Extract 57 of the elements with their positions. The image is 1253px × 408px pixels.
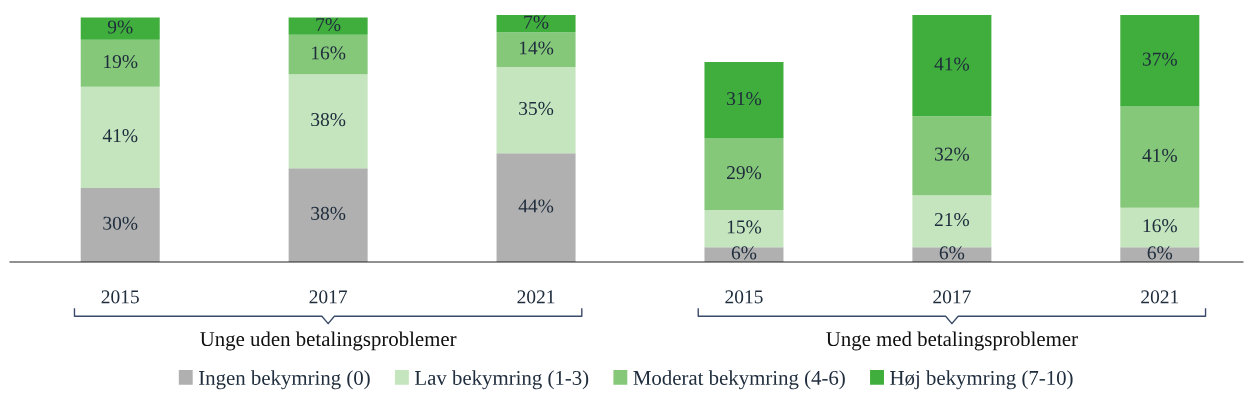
data-label: 41% <box>102 129 138 143</box>
legend-label: Lav bekymring (1-3) <box>415 370 589 390</box>
data-label: 14% <box>519 41 554 55</box>
data-label: 38% <box>311 206 346 220</box>
data-label: 30% <box>103 216 138 230</box>
data-label: 32% <box>935 147 970 161</box>
x-tick-label: 2021 <box>517 290 555 304</box>
data-label: 38% <box>311 112 346 127</box>
data-label: 41% <box>1142 148 1177 162</box>
bar <box>1120 15 1200 107</box>
data-label: 16% <box>1143 219 1177 233</box>
x-tick-label: 2017 <box>309 290 348 304</box>
bar <box>288 17 368 35</box>
data-label: 9% <box>107 20 133 34</box>
x-tick-label: 2015 <box>725 290 763 304</box>
bar <box>912 116 992 196</box>
bar <box>912 195 992 248</box>
bar <box>288 74 368 169</box>
bar <box>80 86 160 188</box>
data-label: 41% <box>934 57 970 71</box>
data-label: 35% <box>519 101 554 116</box>
data-label: 16% <box>312 46 346 60</box>
data-label: 7% <box>316 17 341 32</box>
x-tick-label: 2021 <box>1141 290 1179 304</box>
legend-label: Høj bekymring (7-10) <box>890 370 1073 390</box>
data-label: 7% <box>524 15 549 29</box>
bar <box>704 210 784 248</box>
bar <box>704 62 784 139</box>
legend-label: Moderat bekymring (4-6) <box>633 370 845 390</box>
text: Unge med betalingsproblemer <box>826 331 1078 351</box>
data-label: 15% <box>727 220 762 234</box>
data-label: 21% <box>934 212 970 227</box>
bar <box>496 32 576 67</box>
bar <box>912 15 992 117</box>
bar <box>1120 106 1200 208</box>
x-tick-label: 2017 <box>933 290 971 304</box>
data-label: 31% <box>727 92 762 106</box>
bar <box>704 138 784 211</box>
bar <box>288 34 368 75</box>
bar <box>496 153 576 262</box>
bar <box>80 17 160 40</box>
x-tick-label: 2015 <box>101 290 139 304</box>
data-label: 6% <box>731 246 757 260</box>
bar <box>288 168 368 262</box>
bar <box>1120 207 1200 248</box>
data-label: 6% <box>939 246 965 260</box>
data-label: 29% <box>727 166 762 180</box>
data-label: 19% <box>104 54 138 69</box>
data-label: 37% <box>1142 52 1177 66</box>
bar <box>80 39 160 87</box>
data-label: 44% <box>518 199 554 213</box>
data-label: 6% <box>1147 246 1173 260</box>
legend-label: Ingen bekymring (0) <box>199 370 370 390</box>
bar <box>496 66 576 154</box>
bar <box>496 15 576 33</box>
text: Unge uden betalingsproblemer <box>200 331 457 351</box>
bar <box>80 187 160 262</box>
